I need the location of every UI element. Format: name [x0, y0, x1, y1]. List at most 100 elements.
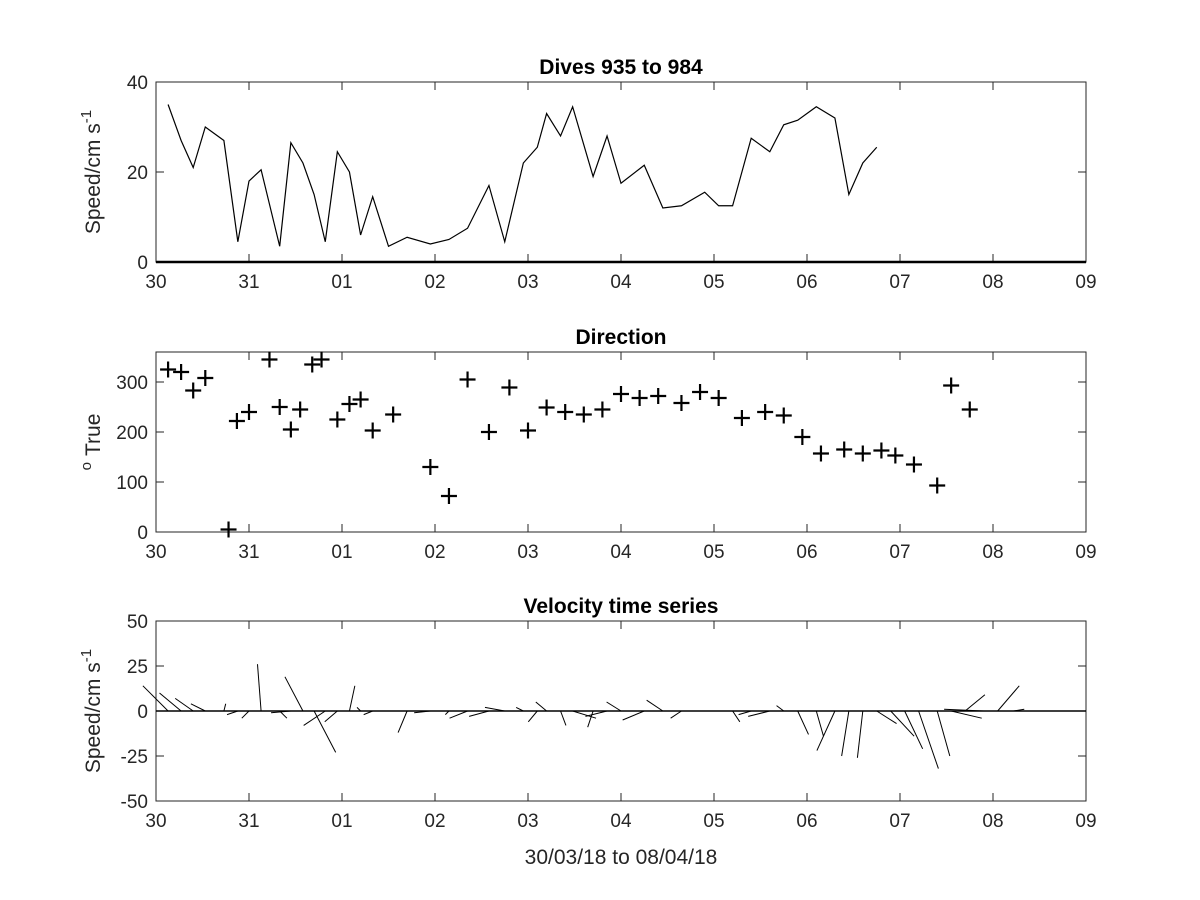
- direction-point: [329, 411, 346, 428]
- y-axis-label-superscript: o: [78, 462, 95, 470]
- x-tick-label: 08: [982, 272, 1003, 293]
- x-tick-label: 30: [145, 811, 166, 832]
- x-tick-label: 05: [703, 542, 724, 563]
- velocity-stick: [572, 710, 597, 719]
- x-tick-label: 02: [424, 811, 445, 832]
- direction-point: [197, 370, 214, 386]
- direction-point: [673, 395, 690, 411]
- x-tick-label: 02: [424, 542, 445, 563]
- direction-point: [341, 396, 358, 412]
- velocity-stick: [527, 710, 538, 723]
- velocity-stick: [856, 710, 864, 758]
- x-tick-label: 05: [703, 811, 724, 832]
- direction-point: [836, 441, 853, 458]
- direction-point: [241, 404, 257, 420]
- direction-point: [228, 413, 245, 429]
- velocity-stick: [904, 710, 924, 750]
- y-tick-label: 100: [116, 473, 148, 494]
- y-tick-label: 0: [137, 702, 148, 723]
- velocity-stick: [1013, 708, 1025, 712]
- direction-point: [501, 379, 518, 396]
- x-tick-label: 08: [982, 811, 1003, 832]
- velocity-stick: [324, 710, 338, 723]
- x-tick-label: 01: [331, 272, 352, 293]
- velocity-stick: [876, 710, 897, 725]
- velocity-stick: [444, 710, 450, 715]
- y-axis-label-superscript: -1: [78, 649, 95, 662]
- direction-point: [160, 361, 177, 378]
- x-tick-label: 05: [703, 272, 724, 293]
- x-tick-label: 07: [889, 811, 910, 832]
- velocity-stick: [797, 710, 809, 735]
- velocity-stick: [449, 710, 468, 719]
- direction-point: [520, 422, 536, 439]
- direction-point: [440, 488, 457, 504]
- velocity-stick: [936, 710, 951, 757]
- velocity-stick: [174, 697, 194, 712]
- velocity-stick: [397, 710, 408, 733]
- velocity-stick: [964, 694, 986, 712]
- direction-point: [854, 445, 871, 462]
- direction-point: [710, 390, 727, 406]
- chart-title: Velocity time series: [524, 595, 719, 618]
- velocity-stick: [815, 710, 824, 737]
- y-tick-label: 25: [127, 657, 148, 678]
- x-tick-label: 04: [610, 811, 632, 832]
- velocity-stick: [356, 707, 361, 712]
- velocity-stick: [226, 710, 238, 716]
- direction-point: [887, 447, 904, 464]
- velocity-stick: [776, 705, 785, 712]
- x-tick-label: 06: [796, 542, 817, 563]
- velocity-stick: [515, 706, 524, 712]
- x-tick-label: 04: [610, 542, 632, 563]
- direction-point: [538, 399, 555, 416]
- velocity-stick: [997, 685, 1020, 712]
- velocity-stick: [159, 692, 182, 712]
- velocity-stick: [363, 710, 373, 716]
- y-tick-label: 0: [137, 523, 148, 544]
- velocity-stick: [190, 703, 206, 712]
- direction-point: [422, 459, 439, 475]
- velocity-stick: [732, 710, 741, 723]
- x-tick-label: 02: [424, 272, 445, 293]
- velocity-stick: [560, 710, 567, 726]
- velocity-stick: [841, 710, 850, 757]
- x-tick-label: 31: [238, 542, 259, 563]
- velocity-stick: [303, 710, 326, 726]
- x-tick-label: 09: [1075, 272, 1096, 293]
- x-tick-label: 30: [145, 272, 166, 293]
- velocity-stick: [256, 664, 262, 712]
- x-axis-label: 30/03/18 to 08/04/18: [525, 846, 718, 869]
- velocity-stick: [748, 710, 770, 717]
- chart-title: Dives 935 to 984: [539, 56, 703, 79]
- velocity-panel: Velocity time series 30 31 01 02 03 04 05 06 07 08…: [78, 595, 1097, 869]
- direction-point: [557, 404, 574, 420]
- x-tick-label: 07: [889, 542, 910, 563]
- plot-area: [155, 81, 1087, 263]
- direction-point: [943, 377, 960, 394]
- y-axis-label: Speed/cm s-1: [78, 649, 105, 773]
- x-tick-label: 04: [610, 272, 632, 293]
- direction-point: [261, 351, 278, 368]
- velocity-stick: [918, 710, 939, 769]
- velocity-stick: [223, 703, 227, 712]
- direction-point: [775, 407, 792, 424]
- x-tick-label: 07: [889, 272, 910, 293]
- y-tick-label: 20: [127, 163, 148, 184]
- velocity-stick: [484, 706, 505, 712]
- velocity-stick: [284, 676, 304, 712]
- y-tick-label: -50: [121, 792, 148, 813]
- direction-point: [929, 477, 946, 494]
- velocity-stick: [313, 710, 337, 753]
- direction-point: [575, 406, 592, 423]
- direction-point: [282, 421, 299, 438]
- y-axis-label-text: Speed/cm s: [82, 662, 105, 773]
- speed-series-line: [167, 104, 878, 248]
- direction-point: [459, 371, 476, 388]
- velocity-stick: [622, 710, 645, 721]
- velocity-stick: [816, 710, 836, 751]
- y-axis-label-text: Speed/cm s: [82, 123, 105, 234]
- velocity-stick: [469, 710, 490, 717]
- velocity-stick: [142, 685, 169, 712]
